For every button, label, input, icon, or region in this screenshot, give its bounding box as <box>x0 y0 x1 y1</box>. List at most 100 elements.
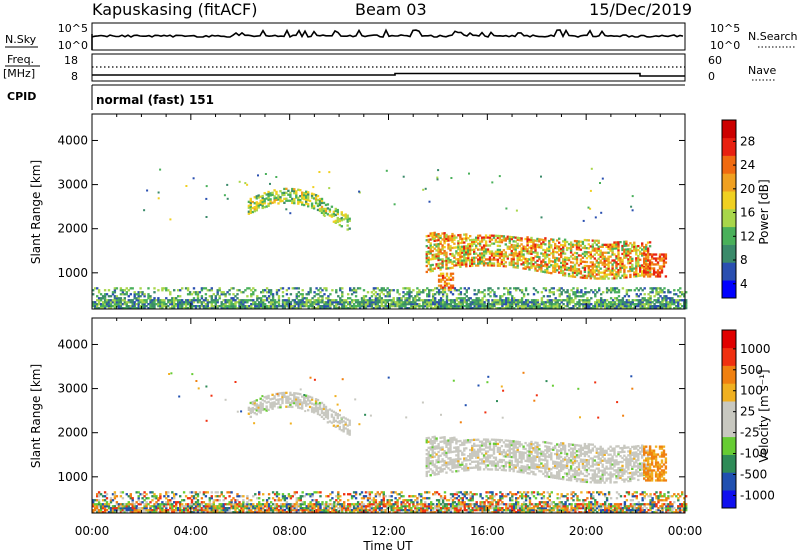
velocity-data-cell <box>286 501 288 503</box>
power-data-cell <box>307 195 309 197</box>
power-data-cell <box>250 198 252 200</box>
power-data-cell <box>523 293 525 295</box>
velocity-data-cell <box>147 497 149 499</box>
power-data-cell <box>104 289 106 291</box>
power-data-cell <box>246 184 248 186</box>
velocity-data-cell <box>171 503 173 505</box>
power-data-cell <box>286 293 288 295</box>
power-data-cell <box>373 293 375 295</box>
velocity-data-cell <box>104 499 106 501</box>
power-data-cell <box>345 299 347 301</box>
power-data-cell <box>541 299 543 301</box>
power-data-cell <box>273 201 275 203</box>
velocity-data-cell <box>167 495 169 497</box>
power-data-cell <box>607 266 609 268</box>
velocity-data-cell <box>440 509 442 511</box>
power-data-cell <box>537 291 539 293</box>
power-data-cell <box>321 198 323 200</box>
power-data-cell <box>426 271 428 273</box>
power-data-cell <box>491 250 493 252</box>
power-data-cell <box>637 261 639 263</box>
power-data-cell <box>600 293 602 295</box>
power-data-cell <box>610 297 612 299</box>
power-data-cell <box>517 243 519 245</box>
nave-label: Nave <box>748 64 776 77</box>
power-data-cell <box>675 293 677 295</box>
velocity-data-cell <box>363 503 365 505</box>
power-data-cell <box>474 289 476 291</box>
velocity-data-cell <box>420 501 422 503</box>
velocity-data-cell <box>335 499 337 501</box>
power-data-cell <box>598 270 600 272</box>
velocity-data-cell <box>242 509 244 511</box>
power-data-cell <box>644 297 646 299</box>
power-data-cell <box>335 305 337 307</box>
power-data-cell <box>619 277 621 279</box>
power-data-cell <box>445 254 447 256</box>
power-data-cell <box>602 291 604 293</box>
power-data-cell <box>271 192 273 194</box>
velocity-data-cell <box>195 497 197 499</box>
power-data-cell <box>224 295 226 297</box>
power-data-cell <box>430 242 432 244</box>
power-data-cell <box>600 212 602 214</box>
velocity-data-cell <box>343 493 345 495</box>
power-data-cell <box>268 297 270 299</box>
power-data-cell <box>592 291 594 293</box>
power-data-cell <box>572 262 574 264</box>
power-data-cell <box>525 287 527 289</box>
power-data-cell <box>522 253 524 255</box>
power-data-cell <box>307 193 309 195</box>
power-data-cell <box>600 260 602 262</box>
power-data-cell <box>588 243 590 245</box>
power-data-cell <box>638 295 640 297</box>
power-data-cell <box>295 192 297 194</box>
power-data-cell <box>277 202 279 204</box>
power-data-cell <box>594 289 596 291</box>
power-data-cell <box>468 299 470 301</box>
power-data-cell <box>609 256 611 258</box>
power-data-cell <box>481 291 483 293</box>
power-data-cell <box>285 198 287 200</box>
power-data-cell <box>552 241 554 243</box>
power-data-cell <box>554 243 556 245</box>
power-data-cell <box>197 297 199 299</box>
power-data-cell <box>124 299 126 301</box>
power-data-cell <box>598 287 600 289</box>
power-data-cell <box>606 291 608 293</box>
power-data-cell <box>649 297 651 299</box>
power-data-cell <box>468 173 470 175</box>
velocity-data-cell <box>155 495 157 497</box>
power-data-cell <box>193 287 195 289</box>
power-data-cell <box>169 218 171 220</box>
power-data-cell <box>483 301 485 303</box>
power-data-cell <box>256 295 258 297</box>
velocity-data-cell <box>466 497 468 499</box>
date-title: 15/Dec/2019 <box>589 0 692 19</box>
power-data-cell <box>568 273 570 275</box>
power-data-cell <box>653 295 655 297</box>
velocity-data-cell <box>262 493 264 495</box>
velocity-data-cell <box>383 501 385 503</box>
power-data-cell <box>224 293 226 295</box>
power-data-cell <box>466 291 468 293</box>
power-y-tick-label: 3000 <box>57 178 88 192</box>
power-data-cell <box>639 259 641 261</box>
velocity-data-cell <box>262 499 264 501</box>
power-data-cell <box>635 267 637 269</box>
power-data-cell <box>543 295 545 297</box>
power-data-cell <box>513 297 515 299</box>
power-data-cell <box>367 291 369 293</box>
power-data-cell <box>116 287 118 289</box>
velocity-data-cell <box>141 501 143 503</box>
power-data-cell <box>294 305 296 307</box>
power-data-cell <box>631 264 633 266</box>
power-data-cell <box>446 285 448 287</box>
velocity-data-cell <box>191 499 193 501</box>
velocity-data-cell <box>300 499 302 501</box>
power-data-cell <box>562 289 564 291</box>
velocity-data-cell <box>331 491 333 493</box>
velocity-data-cell <box>472 497 474 499</box>
velocity-data-cell <box>98 495 100 497</box>
velocity-data-cell <box>450 497 452 499</box>
